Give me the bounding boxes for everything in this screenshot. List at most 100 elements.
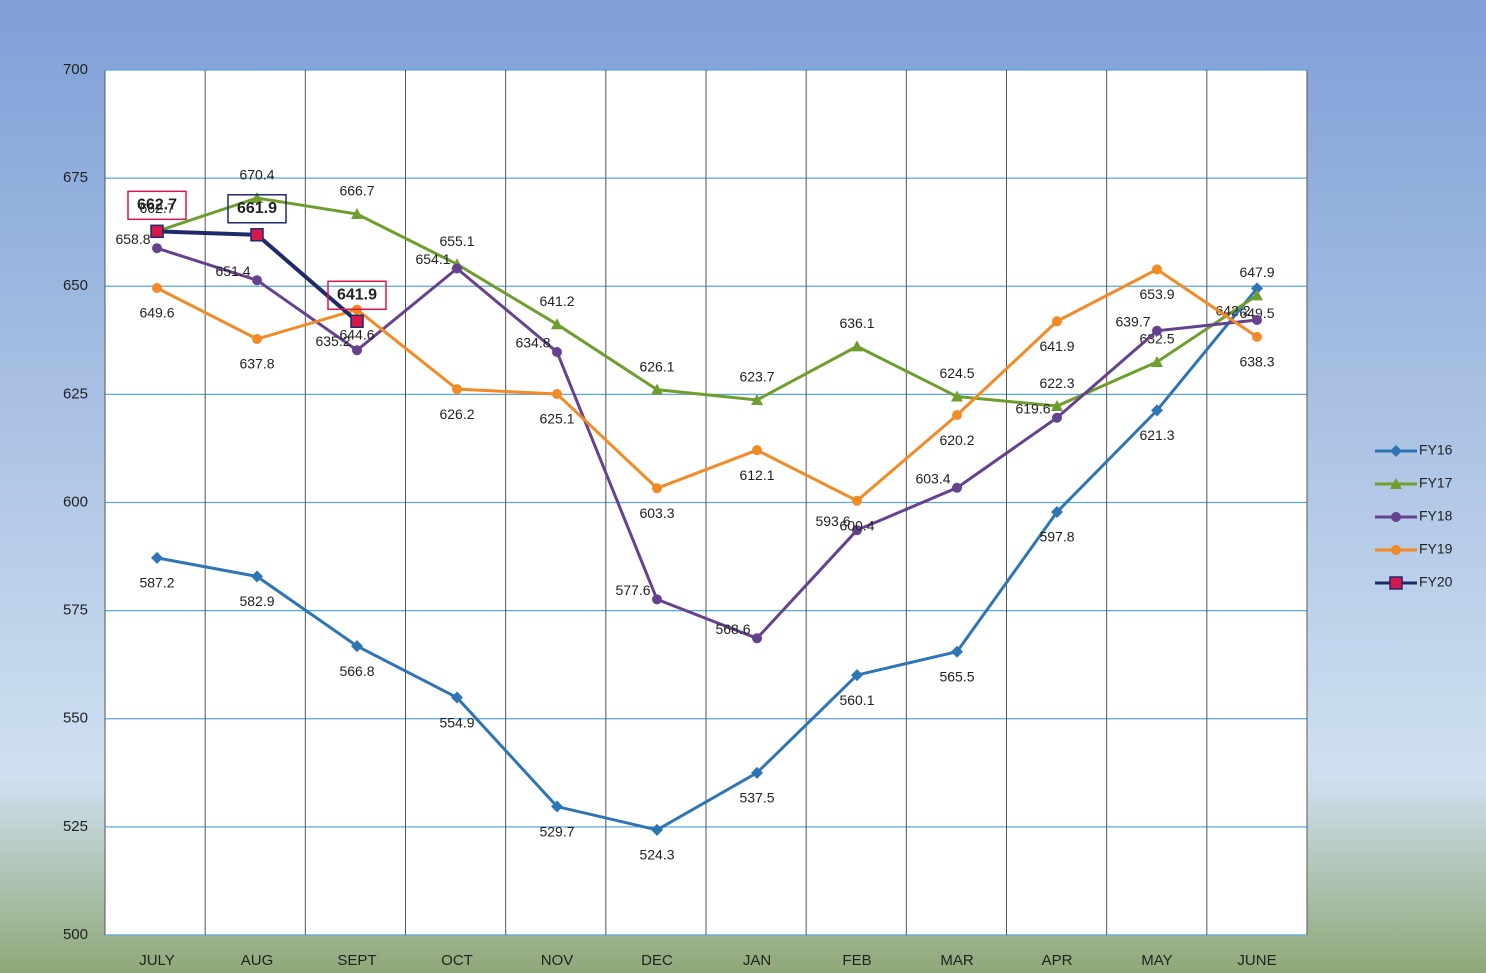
- data-point: [1251, 282, 1263, 295]
- x-tick-label: NOV: [541, 952, 574, 969]
- data-label: 632.5: [1139, 331, 1174, 347]
- series-line: [156, 246, 1258, 641]
- data-label: 597.8: [1039, 529, 1074, 545]
- data-point: [952, 410, 962, 421]
- data-label: 654.1: [415, 251, 450, 267]
- data-label: 529.7: [539, 823, 574, 839]
- data-label: 600.4: [839, 517, 874, 533]
- data-point: [1252, 331, 1262, 342]
- data-label: 621.3: [1139, 427, 1174, 443]
- data-label: 582.9: [239, 593, 274, 609]
- data-label: 577.6: [615, 582, 650, 598]
- data-label: 593.6: [815, 513, 850, 529]
- x-tick-label: MAR: [940, 952, 974, 969]
- data-label: 565.5: [939, 668, 974, 684]
- data-point: [1052, 316, 1062, 327]
- data-point: [252, 334, 262, 345]
- data-point: [951, 390, 963, 402]
- data-point: [852, 495, 862, 506]
- data-label: 619.6: [1015, 400, 1050, 416]
- data-point: [851, 340, 863, 352]
- data-point: [952, 482, 962, 493]
- data-label: 644.6: [339, 326, 374, 342]
- data-label: 637.8: [239, 356, 274, 372]
- y-tick-label: 700: [63, 61, 88, 78]
- x-tick-label: JUNE: [1237, 952, 1276, 969]
- y-tick-label: 675: [63, 169, 88, 186]
- data-point: [250, 228, 264, 242]
- data-point: [351, 640, 363, 653]
- data-label: 587.2: [139, 575, 174, 591]
- data-point: [752, 633, 762, 644]
- data-label: 566.8: [339, 663, 374, 679]
- data-label: 635.2: [315, 333, 350, 349]
- data-point: [452, 263, 462, 274]
- data-point: [651, 383, 663, 395]
- data-point: [1051, 506, 1063, 519]
- data-label: 603.4: [915, 470, 950, 486]
- data-label: 662.7: [137, 197, 177, 214]
- data-label: 636.1: [839, 315, 874, 331]
- data-point: [551, 318, 563, 330]
- series-line: [156, 267, 1258, 503]
- data-point: [1052, 412, 1062, 423]
- series-line: [156, 287, 1259, 832]
- data-point: [852, 525, 862, 536]
- x-tick-label: FEB: [842, 952, 871, 969]
- legend-label: FY17: [1419, 475, 1453, 491]
- data-label: 623.7: [739, 369, 774, 385]
- data-point: [252, 275, 262, 286]
- data-label: 622.3: [1039, 375, 1074, 391]
- data-label-box: [327, 280, 387, 311]
- data-point: [352, 345, 362, 356]
- x-tick-label: OCT: [441, 952, 473, 969]
- y-tick-label: 600: [63, 493, 88, 510]
- data-point: [552, 346, 562, 357]
- data-label: 641.2: [539, 293, 574, 309]
- data-point: [152, 243, 162, 254]
- legend-label: FY20: [1419, 574, 1453, 590]
- data-point: [251, 570, 263, 583]
- data-label-box: [127, 190, 187, 221]
- data-point: [150, 224, 164, 239]
- data-point: [1252, 314, 1262, 325]
- y-tick-label: 525: [63, 818, 88, 835]
- x-tick-label: JAN: [743, 952, 771, 969]
- data-point: [151, 551, 163, 564]
- data-label: 612.1: [739, 467, 774, 483]
- x-tick-label: AUG: [241, 952, 274, 969]
- data-label: 649.6: [139, 305, 174, 321]
- data-point: [751, 393, 763, 405]
- data-label: 651.4: [215, 263, 250, 279]
- data-label: 649.5: [1239, 305, 1274, 321]
- data-label: 568.6: [715, 621, 750, 637]
- data-point: [651, 823, 663, 836]
- data-label-box: [227, 194, 287, 224]
- data-label: 554.9: [439, 714, 474, 730]
- data-point: [1251, 289, 1263, 301]
- data-point: [951, 645, 963, 658]
- data-label: 641.9: [1039, 338, 1074, 354]
- data-label: 653.9: [1139, 286, 1174, 302]
- series-line: [156, 196, 1258, 408]
- data-point: [1151, 355, 1163, 367]
- legend-marker: [1390, 478, 1402, 489]
- data-point: [1152, 264, 1162, 275]
- data-point: [251, 192, 263, 204]
- x-tick-label: SEPT: [337, 952, 376, 969]
- legend-marker: [1390, 445, 1402, 457]
- y-tick-label: 550: [63, 710, 88, 727]
- x-tick-label: APR: [1042, 952, 1073, 969]
- data-label: 626.1: [639, 358, 674, 374]
- data-point: [652, 483, 662, 494]
- data-point: [1051, 400, 1063, 412]
- legend-label: FY19: [1419, 541, 1453, 557]
- data-point: [1151, 404, 1163, 417]
- data-point: [350, 314, 364, 329]
- data-label: 603.3: [639, 505, 674, 521]
- data-label: 620.2: [939, 432, 974, 448]
- data-label: 666.7: [339, 183, 374, 199]
- legend-label: FY16: [1419, 442, 1453, 458]
- data-label: 658.8: [115, 231, 150, 247]
